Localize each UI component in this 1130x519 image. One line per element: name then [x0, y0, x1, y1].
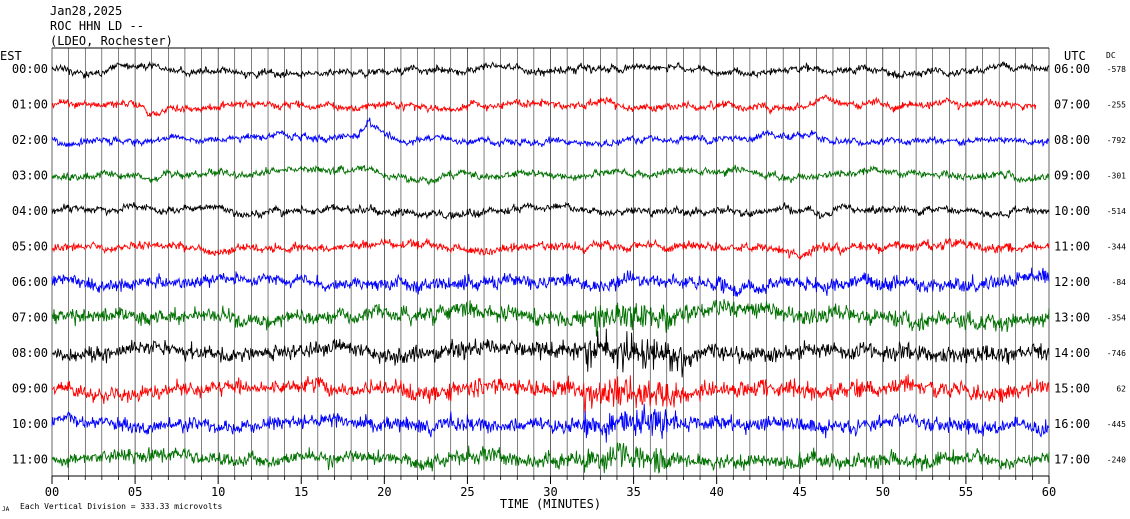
trace-row-0000 — [51, 60, 1050, 80]
dc-offset-label: -746 — [1107, 349, 1126, 358]
x-tick-label: 45 — [793, 485, 807, 499]
x-tick-label: 25 — [460, 485, 474, 499]
x-axis-label: TIME (MINUTES) — [500, 497, 601, 511]
x-tick-label: 35 — [626, 485, 640, 499]
dc-offset-label: -354 — [1107, 314, 1126, 323]
trace-row-1000 — [51, 403, 1050, 443]
utc-axis-title: UTC — [1064, 49, 1086, 63]
x-tick-label: 10 — [211, 485, 225, 499]
trace-row-0400 — [51, 201, 1050, 221]
minute-grid — [51, 47, 1050, 484]
trace-row-0500 — [51, 237, 1050, 260]
utc-row-label: 14:00 — [1054, 346, 1090, 360]
utc-row-label: 11:00 — [1054, 240, 1090, 254]
x-tick-label: 05 — [128, 485, 142, 499]
utc-row-label: 17:00 — [1054, 453, 1090, 467]
dc-offset-label: -445 — [1107, 420, 1126, 429]
dc-axis-title: DC — [1106, 51, 1116, 60]
utc-row-label: 12:00 — [1054, 275, 1090, 289]
utc-row-label: 06:00 — [1054, 62, 1090, 76]
est-row-label: 01:00 — [12, 98, 48, 112]
x-tick-label: 20 — [377, 485, 391, 499]
est-row-label: 00:00 — [12, 62, 48, 76]
chart-date: Jan28,2025 — [50, 4, 123, 18]
est-row-label: 06:00 — [12, 275, 48, 289]
trace-row-0700 — [51, 299, 1050, 337]
dc-offset-label: -514 — [1107, 207, 1126, 216]
trace-row-0600 — [51, 267, 1050, 297]
est-row-label: 05:00 — [12, 240, 48, 254]
trace-row-0200 — [51, 117, 1050, 148]
x-tick-label: 00 — [45, 485, 59, 499]
utc-row-label: 10:00 — [1054, 204, 1090, 218]
est-row-label: 04:00 — [12, 204, 48, 218]
x-tick-label: 40 — [709, 485, 723, 499]
utc-row-label: 09:00 — [1054, 169, 1090, 183]
est-row-label: 10:00 — [12, 417, 48, 431]
station-code: ROC HHN LD -- — [50, 19, 144, 33]
est-row-label: 09:00 — [12, 382, 48, 396]
trace-row-1100 — [51, 442, 1050, 474]
x-tick-label: 15 — [294, 485, 308, 499]
trace-row-0300 — [51, 164, 1050, 186]
est-row-label: 11:00 — [12, 453, 48, 467]
network-name: (LDEO, Rochester) — [50, 34, 173, 48]
seismic-traces — [51, 60, 1050, 474]
est-row-label: 08:00 — [12, 346, 48, 360]
utc-row-label: 13:00 — [1054, 311, 1090, 325]
trace-row-0900 — [51, 374, 1050, 417]
dc-offset-label: 62 — [1116, 385, 1126, 394]
scale-note: Each Vertical Division = 333.33 microvol… — [20, 502, 223, 511]
x-tick-label: 55 — [959, 485, 973, 499]
x-tick-label: 60 — [1042, 485, 1056, 499]
utc-row-label: 07:00 — [1054, 98, 1090, 112]
dc-offset-label: -792 — [1107, 136, 1126, 145]
dc-offset-label: -301 — [1107, 172, 1126, 181]
utc-row-label: 16:00 — [1054, 417, 1090, 431]
dc-offset-label: -344 — [1107, 243, 1126, 252]
logo-mark: JA — [2, 506, 10, 513]
trace-row-0800 — [51, 328, 1050, 378]
dc-offset-label: -578 — [1107, 65, 1126, 74]
dc-offset-label: -84 — [1112, 278, 1127, 287]
trace-row-0100 — [51, 94, 1037, 117]
est-row-label: 07:00 — [12, 311, 48, 325]
dc-offset-label: -240 — [1107, 456, 1126, 465]
est-row-label: 02:00 — [12, 133, 48, 147]
utc-row-label: 15:00 — [1054, 382, 1090, 396]
x-tick-label: 50 — [876, 485, 890, 499]
est-axis-title: EST — [0, 49, 22, 63]
axis-labels: 00 05 10 15 20 25 30 35 40 45 50 55 60 TIME (MINUTES)… — [12, 62, 1126, 511]
dc-offset-label: -255 — [1107, 101, 1126, 110]
est-row-label: 03:00 — [12, 169, 48, 183]
x-tick-label: 30 — [543, 485, 557, 499]
utc-row-label: 08:00 — [1054, 133, 1090, 147]
